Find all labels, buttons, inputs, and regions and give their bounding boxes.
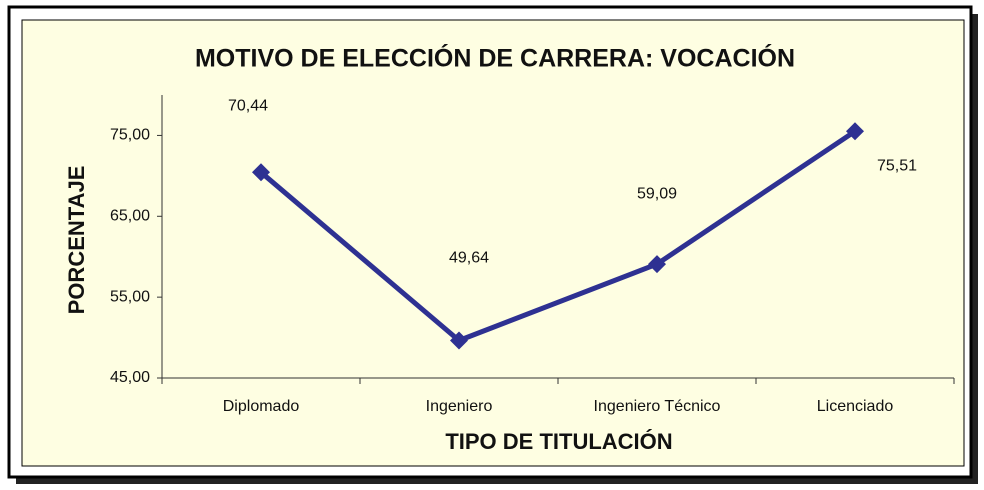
x-tick-label: Ingeniero Técnico [594,398,721,415]
y-tick-label: 45,00 [110,369,150,386]
y-tick-label: 55,00 [110,288,150,305]
x-tick-label: Licenciado [817,398,894,415]
marker [450,331,468,350]
y-axis-title: PORCENTAJE [64,166,89,315]
chart-title: MOTIVO DE ELECCIÓN DE CARRERA: VOCACIÓN [195,43,795,73]
marker [252,163,270,182]
x-tick-label: Diplomado [223,398,300,415]
marker [846,122,864,141]
marker [648,255,666,274]
data-label: 49,64 [449,250,489,267]
y-tick-label: 75,00 [110,127,150,144]
data-label: 75,51 [877,158,917,175]
line [259,129,857,343]
y-tick-label: 65,00 [110,208,150,225]
plot-panel [21,19,965,467]
x-axis-title: TIPO DE TITULACIÓN [445,429,672,454]
data-label: 70,44 [228,98,268,115]
x-tick-label: Ingeniero [426,398,493,415]
data-label: 59,09 [637,185,677,202]
